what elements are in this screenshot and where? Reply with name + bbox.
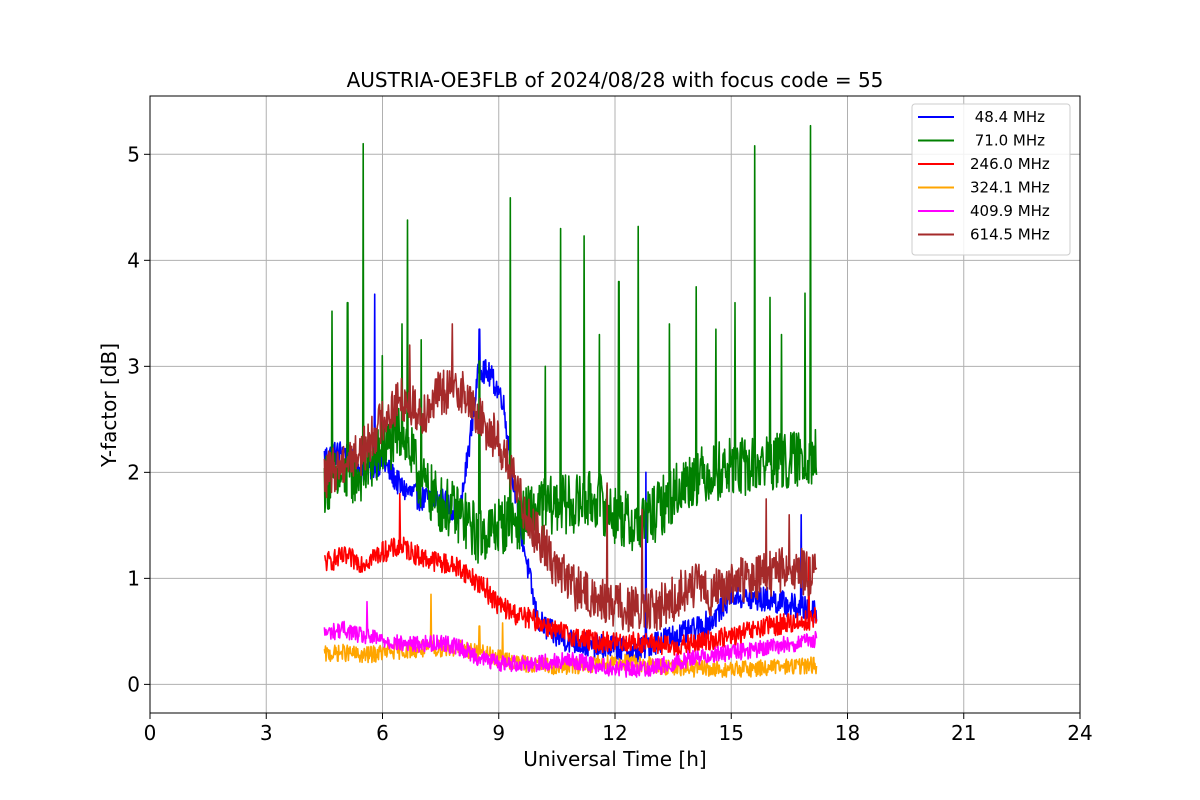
y-tick-label: 0 [127, 672, 140, 696]
series-line [323, 600, 818, 678]
legend-label: 71.0 MHz [970, 132, 1045, 150]
x-tick-label: 3 [260, 721, 273, 745]
legend-label: 324.1 MHz [970, 179, 1050, 197]
x-tick-label: 0 [144, 721, 157, 745]
chart-title: AUSTRIA-OE3FLB of 2024/08/28 with focus … [347, 68, 884, 92]
x-tick-label: 15 [719, 721, 744, 745]
x-tick-label: 24 [1067, 721, 1092, 745]
grid [149, 96, 1081, 713]
x-tick-label: 12 [602, 721, 627, 745]
legend: 48.4 MHz 71.0 MHz 246.0 MHz 324.1 MHz 409.9… [911, 103, 1071, 256]
y-tick-label: 1 [127, 566, 140, 590]
legend-box [911, 103, 1071, 256]
series-line [323, 124, 818, 564]
x-tick-label: 9 [492, 721, 505, 745]
x-tick-label: 6 [376, 721, 389, 745]
series-line [323, 323, 818, 633]
series-line [323, 492, 818, 658]
legend-label: 409.9 MHz [970, 202, 1050, 220]
y-tick-label: 5 [127, 142, 140, 166]
y-axis-label: Y-factor [dB] [97, 343, 121, 468]
legend-label: 246.0 MHz [970, 155, 1050, 173]
y-tick-label: 2 [127, 460, 140, 484]
y-tick-label: 3 [127, 354, 140, 378]
legend-label: 48.4 MHz [970, 108, 1045, 126]
y-tick-label: 4 [127, 248, 140, 272]
series-line [323, 293, 818, 665]
x-axis-label: Universal Time [h] [523, 747, 706, 771]
legend-label: 614.5 MHz [970, 226, 1050, 244]
x-tick-label: 21 [951, 721, 976, 745]
x-tick-label: 18 [835, 721, 860, 745]
series-lines [323, 124, 818, 678]
